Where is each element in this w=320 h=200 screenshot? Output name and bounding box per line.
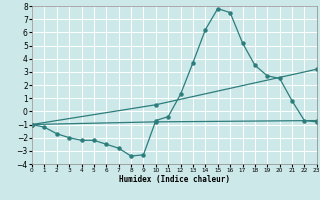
X-axis label: Humidex (Indice chaleur): Humidex (Indice chaleur) <box>119 175 230 184</box>
